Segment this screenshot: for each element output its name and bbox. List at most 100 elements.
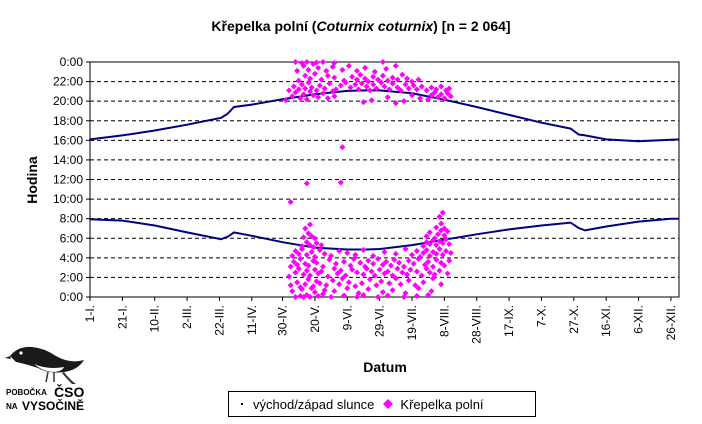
x-tick-label: 9-VI. [340,305,354,330]
data-point [436,267,443,274]
data-point [326,80,333,87]
y-axis-ticks: 0:00 2:00 4:00 6:00 8:00 10:00 12:00 14:00 16:00… [53,55,90,304]
data-point [421,261,428,268]
data-point [415,76,422,83]
y-tick-label: 20:00 [53,94,83,108]
data-point [320,59,327,65]
data-point [321,250,328,257]
y-tick-label: 18:00 [53,114,83,128]
data-point [384,77,391,84]
data-point [324,273,331,280]
x-tick-label: 11-IV. [245,305,259,335]
y-tick-label: 8:00 [60,212,84,226]
data-point [303,180,310,187]
data-point [357,71,364,78]
data-point [313,259,320,266]
data-point [353,67,360,74]
data-point [436,246,443,253]
data-point [308,248,315,255]
data-point [378,79,385,86]
data-point [353,76,360,83]
data-point [441,262,448,269]
data-point [321,287,328,294]
data-point [405,85,412,92]
data-point [339,275,346,282]
data-point [426,252,433,259]
data-point [352,283,359,290]
data-point [305,66,312,73]
data-point [433,250,440,257]
data-point [320,90,327,97]
data-point [318,268,325,275]
data-point [428,288,435,295]
data-point [298,59,305,66]
data-point [438,281,445,288]
data-point [375,255,382,262]
data-point [292,294,299,300]
data-point [439,251,446,258]
data-point [331,93,338,100]
data-point [352,251,359,258]
data-point [289,252,296,259]
data-point [316,280,323,287]
data-point [336,247,343,254]
x-tick-label: 16-XI. [599,305,613,337]
data-point [300,91,307,98]
data-point [331,74,338,81]
data-point [321,85,328,92]
data-point [307,272,314,279]
data-point [409,251,416,258]
data-point [434,231,441,238]
data-point [379,59,386,65]
data-point [375,76,382,83]
data-point [360,99,367,106]
data-point [287,282,294,289]
data-point [410,260,417,267]
data-point [353,269,360,276]
data-point [428,92,435,99]
data-point [397,281,404,288]
data-point [442,247,449,254]
x-tick-label: 6-XII. [632,305,646,334]
data-point [358,80,365,87]
data-point [387,262,394,269]
data-point [381,248,388,255]
data-point [328,252,335,259]
data-point [339,144,346,151]
data-point [318,242,325,249]
data-point [370,252,377,259]
data-point [308,84,315,91]
logo-text-na: NA [6,402,18,411]
data-point [303,59,310,65]
data-point [444,228,451,235]
data-point [349,73,356,80]
data-point [323,67,330,74]
data-point [311,266,318,273]
y-tick-label: 6:00 [60,231,84,245]
data-point [303,251,310,258]
data-point [310,244,317,251]
data-point [355,86,362,93]
data-point [344,285,351,292]
data-point [438,83,445,90]
data-point [434,94,441,101]
data-point [370,260,377,267]
data-point [318,76,325,83]
data-point [302,225,309,232]
data-point [368,97,375,104]
data-point [402,81,409,88]
data-point [446,241,453,248]
data-point [360,271,367,278]
data-point [315,94,322,101]
data-point [404,75,411,82]
data-point [412,282,419,289]
data-point [347,262,354,269]
data-point [441,95,448,102]
data-point [430,263,437,270]
data-point [405,277,412,284]
data-point [438,259,445,266]
data-point [417,95,424,102]
y-tick-label: 2:00 [60,270,84,284]
data-point [433,242,440,249]
data-point [383,258,390,265]
